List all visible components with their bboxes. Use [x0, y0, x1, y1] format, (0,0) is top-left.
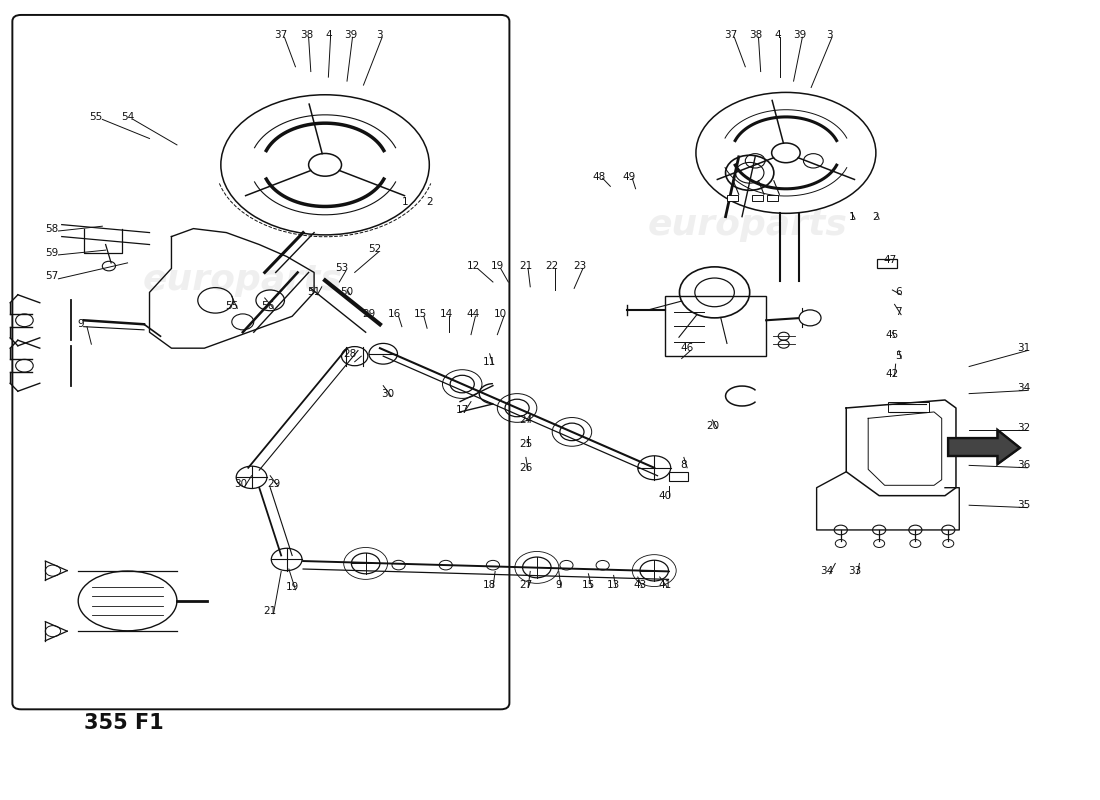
- Text: 39: 39: [343, 30, 356, 40]
- Text: 54: 54: [121, 112, 134, 122]
- Text: 26: 26: [519, 462, 532, 473]
- Text: 36: 36: [1018, 460, 1031, 470]
- Bar: [666, 296, 767, 356]
- Text: 24: 24: [519, 415, 532, 425]
- Text: 28: 28: [343, 349, 356, 358]
- Text: 33: 33: [848, 566, 861, 577]
- Text: 15: 15: [582, 580, 595, 590]
- Text: 4: 4: [324, 30, 332, 40]
- Text: 51: 51: [308, 287, 321, 298]
- Text: 55: 55: [226, 301, 239, 311]
- Text: 32: 32: [1018, 423, 1031, 433]
- Text: 8: 8: [681, 460, 688, 470]
- Text: 17: 17: [455, 405, 469, 414]
- Text: 9: 9: [77, 319, 84, 330]
- Text: 37: 37: [275, 30, 288, 40]
- Text: 59: 59: [45, 247, 58, 258]
- Bar: [669, 472, 689, 482]
- Text: 50: 50: [341, 287, 353, 298]
- Text: 29: 29: [362, 309, 375, 319]
- Text: 12: 12: [466, 261, 480, 271]
- Bar: [727, 195, 738, 201]
- Text: 46: 46: [681, 343, 694, 353]
- Text: 10: 10: [494, 309, 507, 319]
- Text: 23: 23: [573, 261, 586, 271]
- Text: 48: 48: [593, 172, 606, 182]
- Text: 39: 39: [793, 30, 806, 40]
- Text: 45: 45: [886, 330, 899, 340]
- Text: 18: 18: [483, 580, 496, 590]
- Text: 37: 37: [725, 30, 738, 40]
- Bar: [877, 259, 896, 269]
- Bar: [888, 402, 928, 412]
- Circle shape: [799, 310, 821, 326]
- Text: 40: 40: [659, 490, 672, 501]
- Bar: [752, 195, 763, 201]
- Text: 56: 56: [262, 301, 275, 311]
- Text: 29: 29: [267, 478, 280, 489]
- Text: 3: 3: [376, 30, 383, 40]
- Text: 1: 1: [848, 212, 855, 222]
- Text: 38: 38: [750, 30, 763, 40]
- Polygon shape: [948, 430, 1020, 464]
- Text: 1: 1: [402, 198, 408, 207]
- Text: 16: 16: [387, 309, 400, 319]
- Text: 2: 2: [872, 212, 879, 222]
- Text: 22: 22: [546, 261, 559, 271]
- Text: 21: 21: [264, 606, 277, 616]
- Text: 34: 34: [1018, 383, 1031, 393]
- Text: 34: 34: [820, 566, 833, 577]
- Text: 20: 20: [706, 421, 719, 430]
- Text: 58: 58: [45, 223, 58, 234]
- Text: 30: 30: [234, 478, 248, 489]
- Text: 53: 53: [334, 263, 349, 274]
- Text: 4: 4: [774, 30, 781, 40]
- Text: 27: 27: [519, 580, 532, 590]
- Text: 55: 55: [89, 112, 102, 122]
- Text: 43: 43: [634, 580, 647, 590]
- Text: 19: 19: [286, 582, 299, 592]
- Text: 355 F1: 355 F1: [84, 713, 164, 733]
- Text: europarts: europarts: [648, 208, 847, 242]
- Text: 3: 3: [826, 30, 833, 40]
- Text: 7: 7: [895, 307, 902, 318]
- Text: 42: 42: [886, 369, 899, 378]
- Text: 38: 38: [300, 30, 313, 40]
- Text: 30: 30: [381, 389, 394, 398]
- Text: europarts: europarts: [143, 263, 343, 298]
- Text: 41: 41: [659, 580, 672, 590]
- Text: 57: 57: [45, 271, 58, 282]
- Text: 21: 21: [519, 261, 532, 271]
- Text: 44: 44: [466, 309, 480, 319]
- Text: 9: 9: [556, 580, 562, 590]
- Text: 31: 31: [1018, 343, 1031, 353]
- Text: 5: 5: [895, 351, 902, 361]
- Text: 49: 49: [623, 172, 636, 182]
- Text: 47: 47: [883, 255, 896, 266]
- Text: 52: 52: [367, 243, 381, 254]
- Text: 15: 15: [414, 309, 427, 319]
- Text: 2: 2: [426, 198, 432, 207]
- Bar: [768, 195, 778, 201]
- Text: 25: 25: [519, 439, 532, 449]
- Text: 19: 19: [491, 261, 504, 271]
- Text: 13: 13: [607, 580, 620, 590]
- Text: 14: 14: [440, 309, 453, 319]
- Text: 11: 11: [483, 357, 496, 366]
- Text: 6: 6: [895, 287, 902, 298]
- Text: 35: 35: [1018, 500, 1031, 510]
